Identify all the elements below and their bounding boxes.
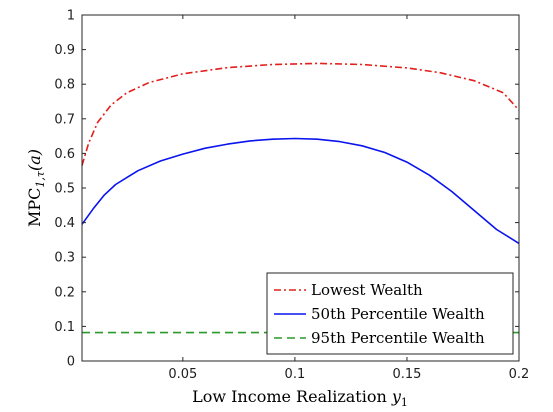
x-axis-label-var: y bbox=[391, 387, 402, 406]
x-tick-label: 0.1 bbox=[285, 367, 306, 382]
legend-label: 95th Percentile Wealth bbox=[311, 329, 485, 347]
legend: Lowest Wealth 50th Percentile Wealth 95th … bbox=[266, 272, 514, 355]
y-axis-label-main: MPC bbox=[25, 188, 44, 227]
x-tick-label: 0.05 bbox=[168, 367, 197, 382]
y-tick-label: 0.1 bbox=[54, 320, 75, 335]
legend-label: 50th Percentile Wealth bbox=[311, 305, 485, 323]
x-tick-label: 0.2 bbox=[509, 367, 530, 382]
y-tick-label: 0.6 bbox=[54, 147, 75, 162]
y-tick-label: 0.3 bbox=[54, 251, 75, 266]
series-line-lowest-wealth bbox=[81, 62, 520, 166]
legend-box bbox=[266, 272, 514, 355]
series-line-50th-percentile-wealth bbox=[81, 137, 520, 245]
y-tick-label: 0.8 bbox=[54, 78, 75, 93]
x-axis-label-sub: 1 bbox=[401, 396, 408, 409]
y-axis-label-arg: (a) bbox=[25, 149, 44, 171]
legend-label: Lowest Wealth bbox=[311, 281, 423, 299]
x-axis-label-main: Low Income Realization bbox=[192, 387, 392, 406]
ticks-layer: 0.05 0.1 0.15 0.2 0 0.1 0.2 0.3 0.4 0.5 0.6 0.7 0.8 0… bbox=[54, 9, 529, 383]
y-tick-label: 0.7 bbox=[54, 112, 75, 127]
y-axis-label-sub: 1,τ bbox=[34, 170, 47, 187]
y-tick-label: 0.5 bbox=[54, 182, 75, 197]
y-tick-label: 0.2 bbox=[54, 285, 75, 300]
legend-entries: Lowest Wealth 50th Percentile Wealth 95th … bbox=[274, 281, 485, 347]
x-axis-label: Low Income Realization y1 bbox=[192, 387, 408, 409]
y-tick-label: 0 bbox=[67, 355, 75, 370]
y-axis-label: MPC1,τ(a) bbox=[25, 149, 47, 227]
y-tick-label: 0.4 bbox=[54, 216, 75, 231]
y-tick-label: 0.9 bbox=[54, 43, 75, 58]
x-tick-label: 0.15 bbox=[392, 367, 421, 382]
y-tick-label: 1 bbox=[67, 9, 75, 24]
